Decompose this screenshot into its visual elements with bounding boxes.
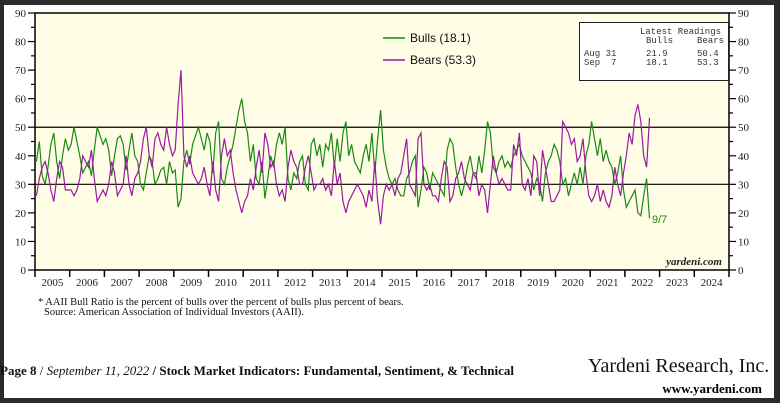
- y-tick-label-right: 90: [738, 8, 750, 20]
- page-footer: Page 8 / September 11, 2022 / Stock Mark…: [0, 363, 514, 379]
- y-tick-label-left: 30: [15, 179, 27, 191]
- latest-readings-box: Latest Readings Bulls Bears Aug 31 21.9 …: [579, 22, 729, 81]
- y-tick-label-right: 10: [738, 236, 750, 248]
- report-page: Bulls (18.1) Bears (53.3) 0 0 10 10 20 20 30 30 40…: [0, 5, 774, 398]
- x-tick-label: 2013: [319, 277, 342, 289]
- x-tick-label: 2012: [284, 277, 306, 289]
- y-tick-label-left: 90: [15, 8, 27, 20]
- x-tick-label: 2017: [458, 277, 481, 289]
- separator: /: [149, 363, 160, 378]
- x-tick-label: 2014: [354, 277, 377, 289]
- latest-bears-header: Bears: [697, 36, 725, 46]
- y-tick-label-right: 50: [738, 122, 750, 134]
- y-tick-label-left: 10: [15, 236, 27, 248]
- y-tick-label-right: 0: [738, 265, 744, 277]
- y-tick-label-left: 80: [15, 37, 27, 49]
- website-link[interactable]: www.yardeni.com: [662, 381, 762, 396]
- reading-bears: 53.3: [697, 58, 719, 68]
- footnote-source: Source: American Association of Individu…: [44, 307, 304, 318]
- latest-readings-title: Latest Readings: [640, 27, 722, 37]
- legend-label: Bulls (18.1): [410, 31, 471, 45]
- reading-bulls: 18.1: [646, 58, 668, 68]
- footnote-definition: * AAII Bull Ratio is the percent of bull…: [38, 297, 404, 308]
- x-tick-label: 2023: [666, 277, 689, 289]
- y-tick-label-right: 20: [738, 208, 750, 220]
- x-tick-label: 2021: [597, 277, 619, 289]
- end-date-annotation: 9/7: [652, 214, 667, 226]
- footnote: * AAII Bull Ratio is the percent of bull…: [38, 297, 404, 318]
- latest-bulls-header: Bulls: [646, 36, 674, 46]
- x-tick-label: 2005: [41, 277, 64, 289]
- y-tick-label-left: 40: [15, 151, 27, 163]
- reading-date: Aug 31: [584, 49, 617, 59]
- reading-bulls: 21.9: [646, 49, 668, 59]
- y-tick-label-left: 60: [15, 94, 27, 106]
- y-tick-label-right: 80: [738, 37, 750, 49]
- y-tick-label-right: 40: [738, 151, 750, 163]
- x-tick-label: 2016: [423, 277, 446, 289]
- y-tick-label-left: 20: [15, 208, 27, 220]
- report-date: September 11, 2022: [46, 363, 150, 378]
- y-tick-label-left: 0: [21, 265, 27, 277]
- reading-bears: 50.4: [697, 49, 719, 59]
- y-tick-label-right: 30: [738, 179, 750, 191]
- x-tick-label: 2018: [492, 277, 515, 289]
- y-tick-label-right: 70: [738, 65, 750, 77]
- x-tick-label: 2009: [180, 277, 203, 289]
- x-tick-label: 2024: [701, 277, 724, 289]
- series-line-bears: [35, 70, 651, 225]
- y-tick-label-left: 50: [15, 122, 27, 134]
- x-tick-label: 2020: [562, 277, 585, 289]
- y-tick-label-left: 70: [15, 65, 27, 77]
- x-tick-label: 2015: [388, 277, 411, 289]
- page-number: Page 8: [0, 363, 37, 378]
- x-tick-label: 2010: [215, 277, 238, 289]
- y-tick-label-right: 60: [738, 94, 750, 106]
- x-tick-label: 2007: [111, 277, 134, 289]
- x-tick-label: 2022: [631, 277, 653, 289]
- x-tick-label: 2011: [250, 277, 272, 289]
- legend-label: Bears (53.3): [410, 53, 476, 67]
- x-tick-label: 2006: [76, 277, 99, 289]
- x-tick-label: 2008: [145, 277, 168, 289]
- report-title: Stock Market Indicators: Fundamental, Se…: [159, 363, 514, 378]
- watermark-yardeni: yardeni.com: [664, 256, 722, 268]
- separator: /: [36, 363, 47, 378]
- reading-date: Sep 7: [584, 58, 617, 68]
- x-tick-label: 2019: [527, 277, 550, 289]
- brand-name: Yardeni Research, Inc.: [588, 355, 770, 377]
